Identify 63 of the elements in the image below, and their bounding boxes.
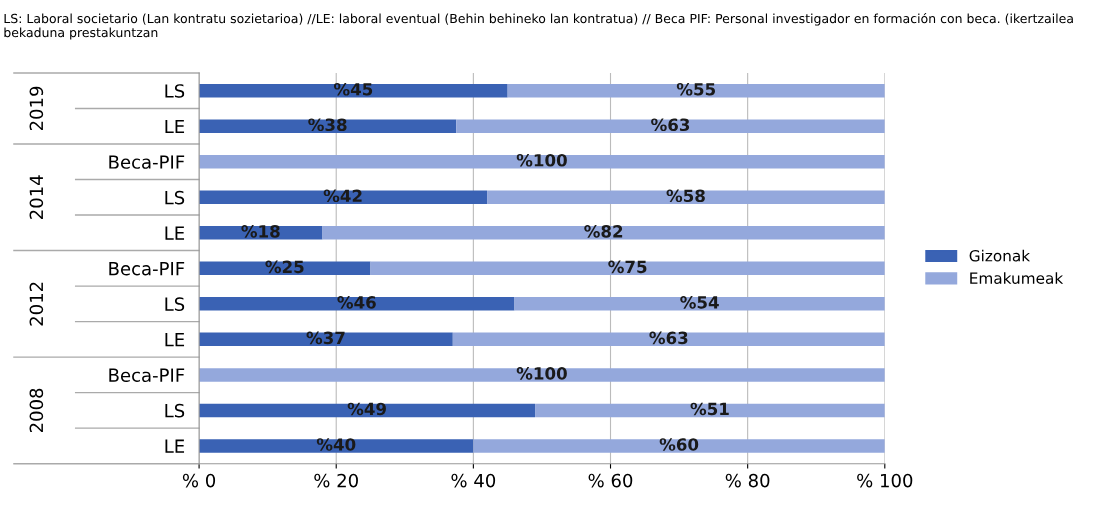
y-tick-label: LE: [165, 226, 185, 240]
data-label: %55: [676, 82, 716, 96]
bar: [452, 332, 885, 347]
y-tick-label: LS: [165, 190, 185, 205]
bar: [199, 190, 488, 205]
bar: [322, 226, 885, 240]
bar: [456, 119, 885, 133]
bar: [535, 403, 885, 418]
bar: [199, 297, 515, 311]
x-tick-label: % 20: [314, 473, 358, 488]
bar: [199, 439, 474, 453]
y-tick-label: LS: [165, 297, 185, 311]
legend-label: Emakumeak: [970, 272, 1064, 284]
data-label: %37: [306, 331, 345, 345]
bar: [199, 155, 885, 169]
data-label: %18: [241, 225, 280, 238]
bar: [199, 332, 453, 347]
data-label: %45: [333, 82, 373, 96]
data-label: %82: [584, 225, 623, 238]
x-tick-label: % 40: [451, 473, 496, 488]
y-tick-label: LS: [165, 403, 185, 418]
data-label: %38: [308, 118, 347, 132]
text: 2019: [29, 86, 44, 131]
data-label: %54: [680, 296, 719, 309]
data-label: %58: [666, 189, 705, 203]
x-tick-label: % 0: [182, 473, 216, 488]
text: LS: Laboral societario (Lan kontratu sozietarioa) //LE: laboral eventual (Behin behineko lan kontratua) // Beca PIF: Personal investigador en formación con beca. (ikertzailea bekaduna prestakuntzan: [4, 13, 1073, 40]
text: 2012: [29, 282, 44, 326]
y-tick-label: LE: [165, 119, 185, 134]
data-label: %25: [265, 260, 304, 274]
bar: [199, 226, 323, 240]
bar: [473, 439, 885, 453]
bar: [514, 297, 885, 311]
y-tick-label: Beca-PIF: [109, 368, 185, 382]
data-label: %100: [516, 367, 567, 380]
y-tick-label: Beca-PIF: [109, 262, 185, 276]
text: 2014: [29, 175, 44, 219]
data-label: %42: [323, 189, 362, 203]
bar: [199, 83, 508, 98]
bar: [199, 119, 457, 133]
data-label: %75: [608, 260, 647, 274]
bar: [507, 83, 885, 98]
x-tick-label: % 100: [857, 473, 913, 488]
bar: [199, 403, 536, 418]
x-tick-label: % 60: [588, 473, 633, 488]
data-label: %40: [316, 438, 356, 451]
y-tick-label: LE: [165, 439, 185, 453]
y-tick-label: Beca-PIF: [109, 155, 185, 169]
data-label: %63: [649, 331, 688, 345]
data-label: %46: [337, 296, 376, 309]
x-tick-label: % 80: [725, 473, 770, 488]
data-label: %49: [347, 402, 386, 416]
data-label: %60: [659, 438, 699, 451]
y-tick-label: LE: [165, 333, 185, 347]
bar: [487, 190, 885, 205]
data-label: %63: [651, 118, 690, 132]
bar: [370, 261, 885, 276]
data-label: %100: [516, 153, 567, 167]
y-tick-label: LS: [165, 84, 185, 98]
bar: [199, 368, 885, 382]
text: 2008: [29, 388, 44, 433]
legend-label: Gizonak: [969, 249, 1031, 262]
data-label: %51: [690, 402, 729, 416]
